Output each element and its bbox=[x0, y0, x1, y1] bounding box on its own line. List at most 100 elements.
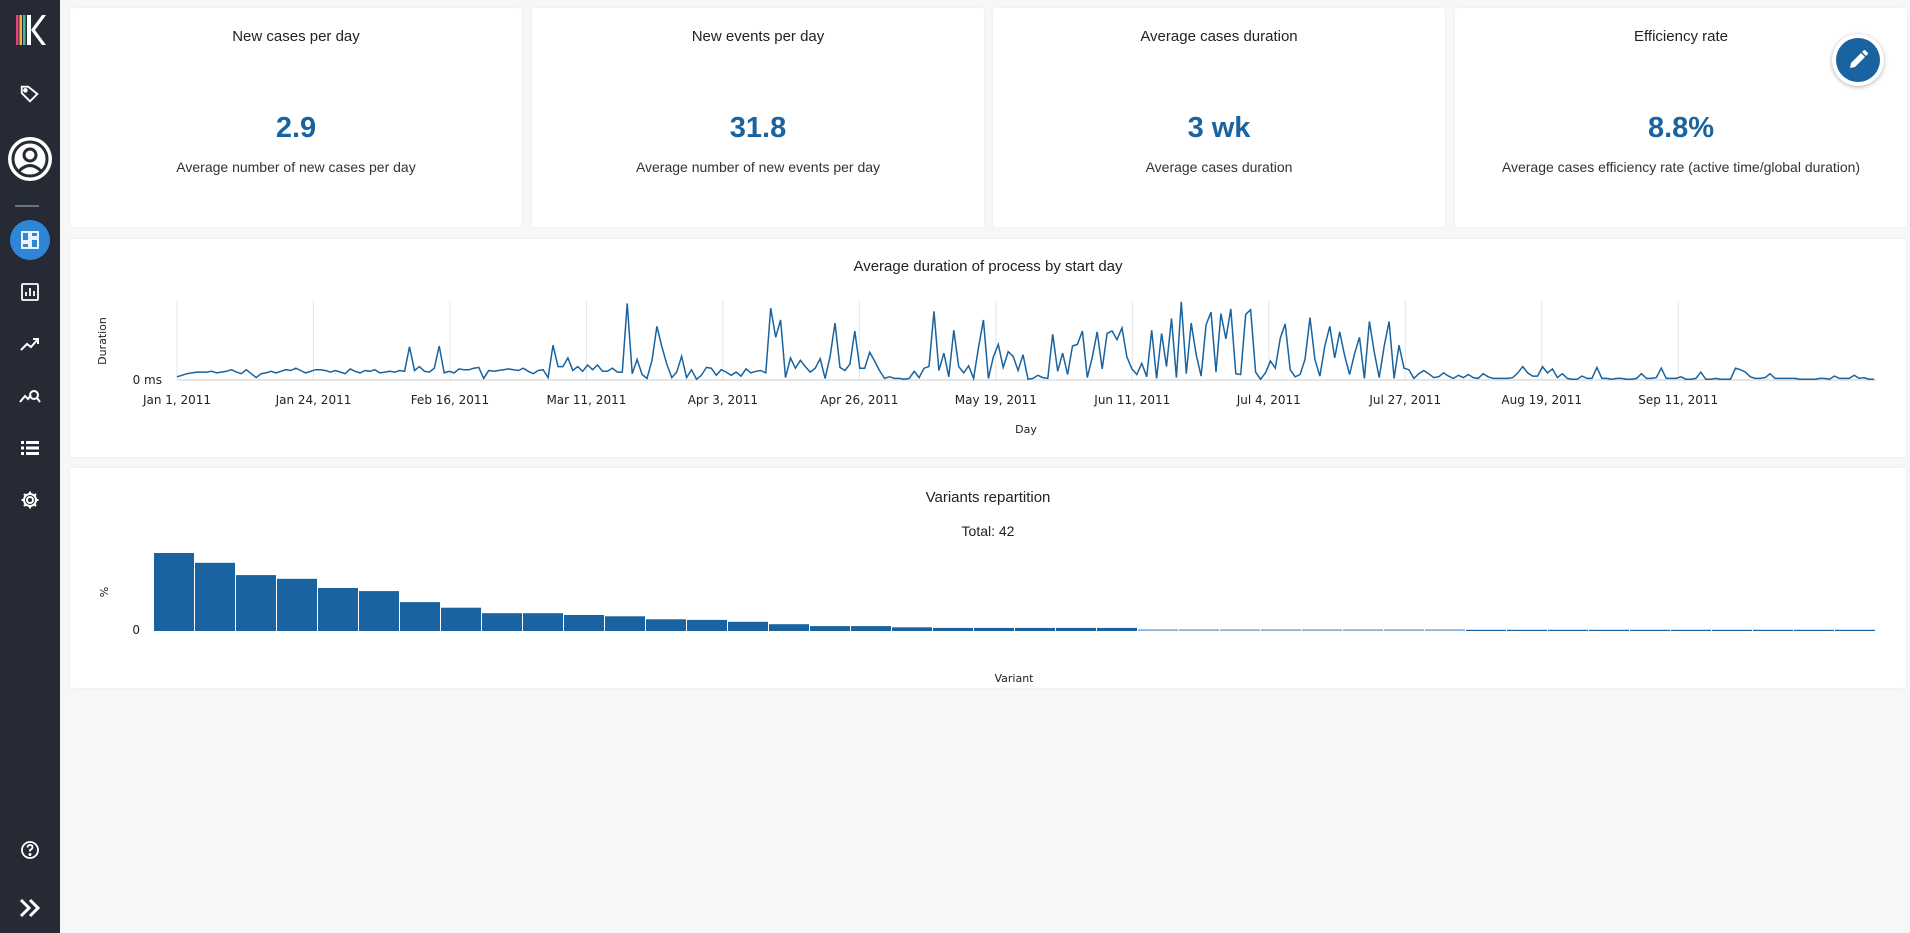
variant-bar[interactable] bbox=[523, 613, 563, 631]
variant-bar[interactable] bbox=[1179, 629, 1219, 631]
variant-bar[interactable] bbox=[1261, 629, 1301, 631]
variant-bar[interactable] bbox=[769, 624, 809, 631]
variant-bar[interactable] bbox=[564, 615, 604, 631]
gear-icon[interactable] bbox=[0, 485, 60, 515]
logo-k-icon[interactable] bbox=[0, 10, 60, 50]
variant-bar[interactable] bbox=[1384, 629, 1424, 631]
report-chart-icon[interactable] bbox=[0, 277, 60, 307]
chart-title: Variants repartition bbox=[925, 489, 1051, 506]
variant-bar[interactable] bbox=[400, 602, 440, 631]
variant-bar[interactable] bbox=[195, 562, 235, 631]
variant-bar[interactable] bbox=[1056, 627, 1096, 631]
kpi-title: Average cases duration bbox=[1140, 28, 1298, 45]
variant-bar[interactable] bbox=[441, 607, 481, 631]
variant-bar[interactable] bbox=[1548, 629, 1588, 631]
variant-bar[interactable] bbox=[851, 626, 891, 631]
x-tick-label: Jan 1, 2011 bbox=[142, 393, 211, 407]
kpi-value: 8.8% bbox=[1647, 112, 1715, 144]
trend-icon[interactable] bbox=[0, 329, 60, 359]
x-tick-label: Apr 3, 2011 bbox=[688, 393, 758, 407]
sidebar-separator bbox=[15, 205, 39, 207]
x-axis-label: Day bbox=[1015, 423, 1037, 436]
variant-bar[interactable] bbox=[359, 591, 399, 631]
kpi-card-efficiency-rate: Efficiency rate 8.8% Average cases effic… bbox=[1455, 8, 1907, 227]
kpi-card-new-events: New events per day 31.8 Average number o… bbox=[532, 8, 984, 227]
variant-bar[interactable] bbox=[1425, 629, 1465, 631]
variant-bar[interactable] bbox=[646, 619, 686, 631]
kpi-card-average-duration: Average cases duration 3 wk Average case… bbox=[993, 8, 1445, 227]
variant-bar[interactable] bbox=[892, 627, 932, 631]
x-tick-label: Aug 19, 2011 bbox=[1501, 393, 1582, 407]
y-tick-label: 0 bbox=[132, 623, 140, 637]
user-circle-icon[interactable] bbox=[0, 134, 60, 184]
kpi-card-new-cases: New cases per day 2.9 Average number of … bbox=[70, 8, 522, 227]
chart-title: Average duration of process by start day bbox=[853, 258, 1123, 275]
variant-bar[interactable] bbox=[1671, 629, 1711, 631]
variant-bar[interactable] bbox=[1589, 629, 1629, 631]
sidebar-item-dashboard[interactable] bbox=[0, 220, 60, 260]
x-tick-label: Feb 16, 2011 bbox=[411, 393, 490, 407]
help-icon[interactable] bbox=[0, 835, 60, 865]
tag-icon[interactable] bbox=[0, 78, 60, 110]
variant-bar[interactable] bbox=[974, 627, 1014, 631]
dashboard-icon bbox=[10, 220, 50, 260]
duration-chart-card: Average duration of process by start day… bbox=[70, 239, 1906, 457]
chart-subtitle: Total: 42 bbox=[961, 523, 1015, 539]
variant-bar[interactable] bbox=[810, 626, 850, 631]
variant-bar[interactable] bbox=[1507, 629, 1547, 631]
x-tick-label: Jan 24, 2011 bbox=[275, 393, 352, 407]
x-tick-label: Jun 11, 2011 bbox=[1093, 393, 1170, 407]
x-tick-label: May 19, 2011 bbox=[955, 393, 1037, 407]
variants-chart-card: Variants repartition Total: 42 0 % Varia… bbox=[70, 468, 1906, 688]
x-tick-label: Sep 11, 2011 bbox=[1638, 393, 1718, 407]
kpi-description: Average cases efficiency rate (active ti… bbox=[1501, 159, 1861, 175]
variant-bar[interactable] bbox=[1712, 629, 1752, 631]
variant-bar[interactable] bbox=[1302, 629, 1342, 631]
variant-bar[interactable] bbox=[236, 575, 276, 631]
variant-bar[interactable] bbox=[277, 578, 317, 631]
y-axis-label: Duration bbox=[96, 317, 109, 365]
x-tick-label: Jul 4, 2011 bbox=[1236, 393, 1301, 407]
kpi-description: Average number of new events per day bbox=[635, 159, 881, 175]
variant-bar[interactable] bbox=[154, 553, 194, 631]
analysis-search-icon[interactable] bbox=[0, 381, 60, 411]
kpi-description: Average cases duration bbox=[1145, 159, 1293, 175]
variant-bar[interactable] bbox=[605, 616, 645, 631]
x-tick-label: Mar 11, 2011 bbox=[546, 393, 626, 407]
variant-bar[interactable] bbox=[482, 613, 522, 631]
y-axis-label: % bbox=[98, 587, 111, 597]
kpi-value: 2.9 bbox=[275, 112, 317, 144]
variants-bar-chart: 0 % Variant bbox=[98, 553, 1875, 685]
variant-bar[interactable] bbox=[728, 621, 768, 631]
variant-bar[interactable] bbox=[318, 588, 358, 631]
variant-bar[interactable] bbox=[1097, 627, 1137, 631]
variant-bar[interactable] bbox=[1015, 627, 1055, 631]
kpi-description: Average number of new cases per day bbox=[176, 159, 416, 175]
variant-bar[interactable] bbox=[687, 619, 727, 631]
variant-bar[interactable] bbox=[933, 627, 973, 631]
variant-bar[interactable] bbox=[1630, 629, 1670, 631]
kpi-value: 3 wk bbox=[1187, 112, 1251, 144]
x-tick-label: Apr 26, 2011 bbox=[820, 393, 898, 407]
edit-dashboard-button[interactable] bbox=[1832, 34, 1884, 86]
variant-bar[interactable] bbox=[1466, 629, 1506, 631]
variant-bar[interactable] bbox=[1343, 629, 1383, 631]
duration-line-chart: Jan 1, 2011 Jan 24, 2011 Feb 16, 2011 Mar 1… bbox=[96, 301, 1876, 436]
list-icon[interactable] bbox=[0, 433, 60, 463]
kpi-title: Efficiency rate bbox=[1634, 28, 1728, 45]
sidebar bbox=[0, 0, 60, 933]
x-axis-label: Variant bbox=[994, 672, 1034, 685]
pencil-icon bbox=[1836, 38, 1880, 82]
kpi-title: New cases per day bbox=[232, 28, 360, 45]
variant-bar[interactable] bbox=[1794, 629, 1834, 631]
variant-bar[interactable] bbox=[1138, 629, 1178, 631]
variant-bar[interactable] bbox=[1835, 629, 1875, 631]
x-tick-label: Jul 27, 2011 bbox=[1368, 393, 1441, 407]
kpi-title: New events per day bbox=[691, 28, 825, 45]
duration-series-line bbox=[176, 301, 1874, 382]
variant-bar[interactable] bbox=[1220, 629, 1260, 631]
y-tick-label: 0 ms bbox=[133, 373, 162, 387]
kpi-value: 31.8 bbox=[729, 112, 787, 144]
variant-bar[interactable] bbox=[1753, 629, 1793, 631]
double-chevron-right-icon[interactable] bbox=[0, 893, 60, 923]
